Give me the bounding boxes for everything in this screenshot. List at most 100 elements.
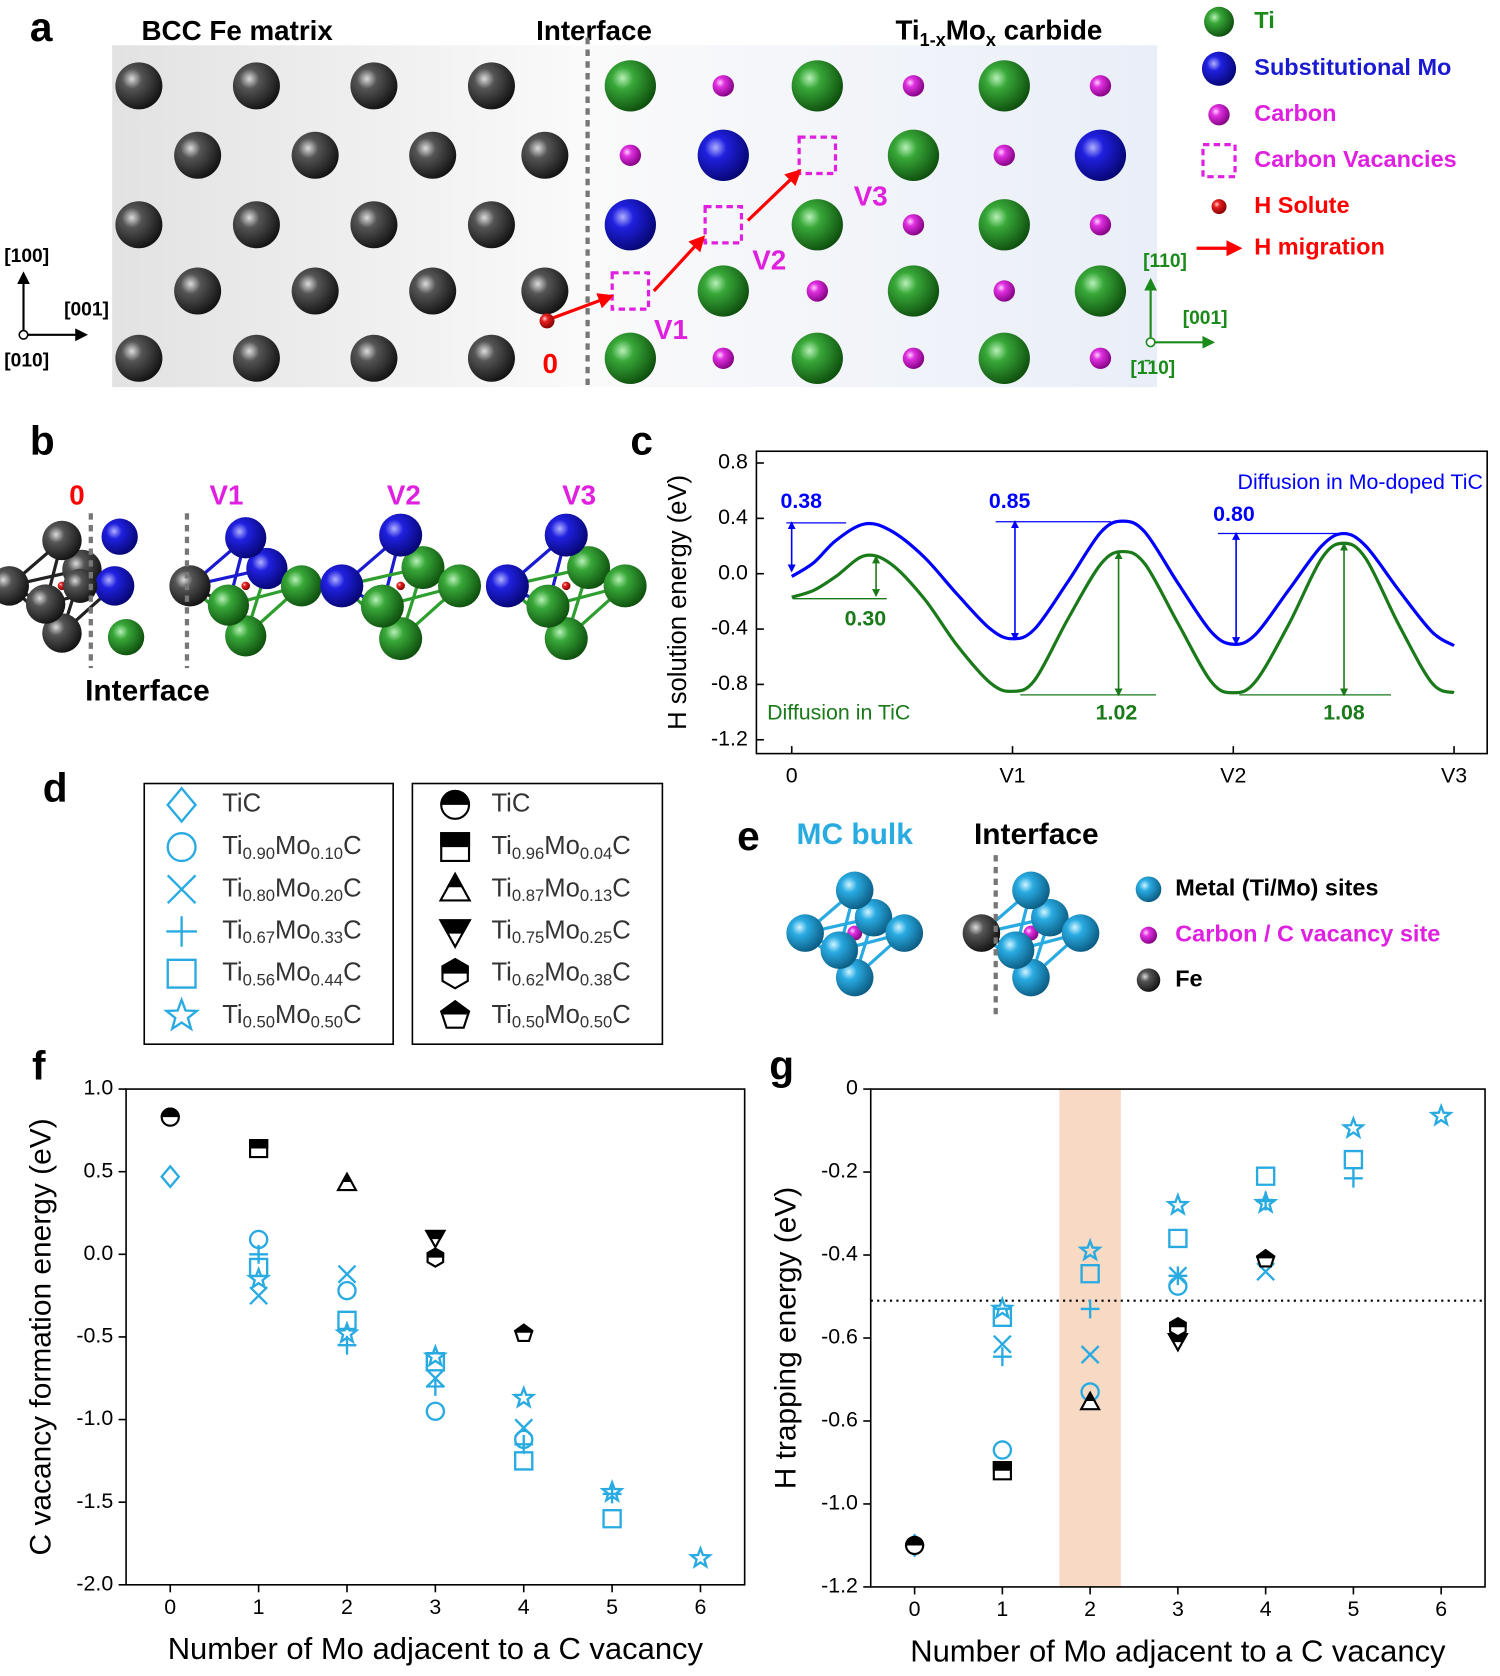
highlight-band <box>1059 1089 1121 1587</box>
y-tick-label: -0.6 <box>821 1325 858 1349</box>
marker-body <box>166 874 197 905</box>
marker-body <box>166 958 197 989</box>
marker-fill <box>904 1535 925 1546</box>
point <box>1169 1317 1187 1338</box>
legend-marker <box>438 919 472 949</box>
legend-label: Carbon / C vacancy site <box>1175 920 1440 946</box>
point <box>599 1479 625 1503</box>
point <box>249 1286 269 1305</box>
x-tick-label: 0 <box>164 1595 176 1619</box>
y-tick-label: -1.2 <box>821 1574 858 1598</box>
legend-label: H migration <box>1254 233 1385 259</box>
y-tick-label: -0.2 <box>821 1159 858 1183</box>
atom <box>485 564 529 608</box>
marker-body <box>166 916 197 947</box>
legend-label: Ti0.75Mo0.25C <box>491 916 630 947</box>
x-tick-label: 4 <box>518 1595 530 1619</box>
atom <box>379 513 423 557</box>
marker-body <box>992 1440 1013 1460</box>
marker-body <box>246 1265 272 1290</box>
marker-body <box>166 786 198 824</box>
legend-label: Ti0.87Mo0.13C <box>491 874 630 905</box>
vacancy <box>703 204 744 245</box>
marker-body <box>1428 1102 1454 1127</box>
site-label: 0 <box>542 348 557 379</box>
marker-fill <box>440 789 471 805</box>
legend-box <box>411 782 664 1045</box>
marker-body <box>166 832 197 863</box>
y-tick-label: 0 <box>846 1076 858 1100</box>
marker-body <box>687 1545 714 1570</box>
x-tick-label: 2 <box>1084 1597 1096 1621</box>
point <box>514 1434 534 1454</box>
marker-body <box>1340 1115 1366 1140</box>
atom <box>409 267 457 315</box>
interface-label: Interface <box>85 675 210 708</box>
line-series <box>791 541 1455 695</box>
point <box>1255 1166 1276 1186</box>
atom <box>604 332 656 384</box>
annotation: 0.85 <box>989 489 1031 513</box>
point <box>1077 1237 1103 1262</box>
marker-body <box>1165 1192 1191 1216</box>
plot-frame <box>755 450 1488 755</box>
y-axis-title: H solution energy (eV) <box>664 475 692 730</box>
point <box>514 1451 534 1471</box>
legend-box <box>143 782 394 1045</box>
point <box>160 1107 180 1127</box>
y-tick-label: 0.8 <box>718 450 748 474</box>
x-tick-label: V2 <box>1220 764 1246 788</box>
annotation: 0.80 <box>1213 502 1255 526</box>
vacancy <box>797 135 838 176</box>
legend-label: Ti0.62Mo0.38C <box>491 958 630 989</box>
atom <box>437 564 482 608</box>
y-tick-label: -1.5 <box>76 1489 113 1513</box>
x-axis-title: Number of Mo adjacent to a C vacancy <box>910 1633 1446 1668</box>
region-label: BCC Fe matrix <box>142 15 334 46</box>
legend-label: H Solute <box>1254 192 1349 218</box>
marker-fill <box>513 1323 534 1333</box>
panel-label: d <box>43 765 68 811</box>
legend-label: Ti0.67Mo0.33C <box>222 916 361 947</box>
marker-body <box>514 1418 534 1438</box>
atom <box>978 332 1030 384</box>
point <box>1080 1345 1100 1364</box>
atom <box>561 581 571 591</box>
atom <box>350 62 398 110</box>
legend-label: Metal (Ti/Mo) sites <box>1175 874 1378 900</box>
marker-fill <box>249 1138 269 1149</box>
marker-fill <box>441 957 469 974</box>
atom <box>1061 914 1100 952</box>
x-tick-label: V1 <box>999 764 1025 788</box>
point <box>160 1164 181 1189</box>
line-series <box>790 519 1455 648</box>
point <box>992 1347 1012 1367</box>
atom <box>115 62 163 110</box>
atom <box>712 75 734 97</box>
atom <box>567 546 611 590</box>
site-label: V1 <box>654 314 688 345</box>
point <box>337 1280 357 1301</box>
marker-body <box>992 1307 1013 1327</box>
atom <box>697 129 749 181</box>
cluster-title: Interface <box>974 818 1099 851</box>
atom <box>978 199 1030 251</box>
atom <box>544 617 588 661</box>
x-tick-label: V3 <box>1441 764 1467 788</box>
x-tick-label: 1 <box>996 1597 1008 1621</box>
panel-label: a <box>30 4 53 50</box>
atom <box>712 347 734 369</box>
point <box>425 1401 446 1422</box>
y-tick-label: 0.5 <box>84 1158 114 1182</box>
atom <box>1208 104 1230 126</box>
axis-label: [001] <box>64 299 109 320</box>
atom <box>467 334 515 382</box>
site-label: V1 <box>210 480 244 511</box>
site-label: V3 <box>562 480 596 511</box>
atom <box>360 584 404 628</box>
point <box>602 1484 622 1504</box>
atom <box>232 334 280 382</box>
atom <box>791 60 843 112</box>
point <box>249 1244 269 1264</box>
legend-label: Substitutional Mo <box>1254 54 1451 80</box>
